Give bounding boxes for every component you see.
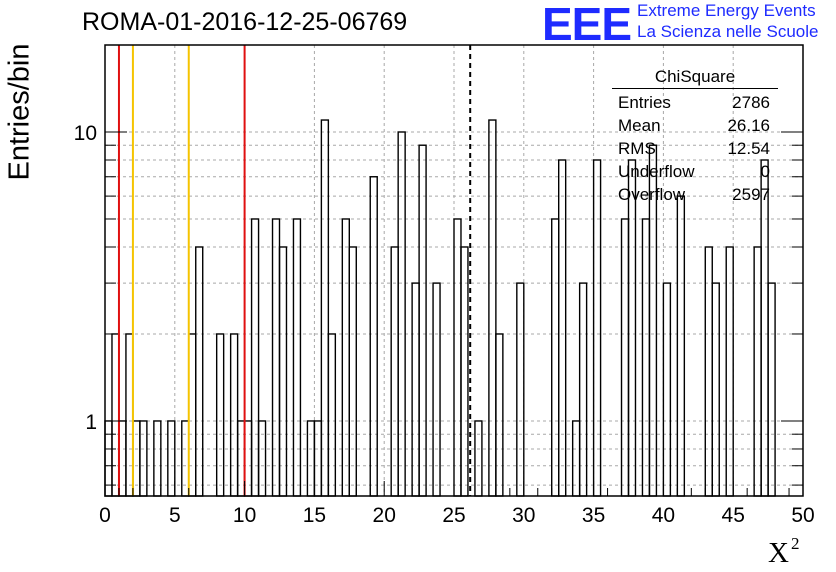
histogram-bin bbox=[725, 246, 734, 497]
histogram-bin bbox=[341, 218, 351, 497]
histogram-bin bbox=[620, 218, 630, 497]
histogram-bin bbox=[767, 282, 776, 497]
histogram-bin bbox=[704, 246, 713, 497]
eee-logo: EEE bbox=[542, 0, 632, 50]
histogram-bin bbox=[432, 282, 441, 497]
histogram-bin bbox=[516, 282, 525, 497]
histogram-bin bbox=[676, 195, 686, 497]
histogram-bin bbox=[125, 333, 134, 497]
x-tick-label: 30 bbox=[512, 504, 535, 527]
x-tick-label: 50 bbox=[791, 504, 814, 527]
histogram-bin bbox=[250, 218, 260, 497]
stats-label: Mean bbox=[618, 116, 661, 135]
x-tick-label: 45 bbox=[722, 504, 745, 527]
marker-lines bbox=[117, 45, 472, 496]
x-axis-label-sup: 2 bbox=[790, 534, 800, 553]
histogram-bin bbox=[397, 131, 406, 497]
stats-title: ChiSquare bbox=[654, 67, 736, 86]
stats-value: 26.16 bbox=[727, 116, 770, 135]
histogram-bin bbox=[327, 333, 337, 497]
chart-title: ROMA-01-2016-12-25-06769 bbox=[82, 8, 408, 36]
stats-row-underflow: Underflow 0 bbox=[612, 160, 778, 183]
stats-value: 0 bbox=[760, 162, 770, 181]
stats-row-mean: Mean 26.16 bbox=[612, 114, 778, 137]
stats-label: RMS bbox=[618, 139, 656, 158]
histogram-bin bbox=[453, 218, 462, 497]
histogram-bin bbox=[411, 282, 420, 497]
x-tick-label: 40 bbox=[652, 504, 675, 527]
histogram-bin bbox=[215, 333, 225, 497]
histogram-bin bbox=[460, 246, 469, 497]
histogram-bin bbox=[641, 218, 651, 497]
histogram-bin bbox=[753, 246, 762, 497]
histogram-bin bbox=[495, 333, 504, 497]
stats-value: 2597 bbox=[732, 185, 770, 204]
histogram-bin bbox=[271, 218, 281, 497]
histogram-bin bbox=[390, 246, 399, 497]
x-tick-label: 0 bbox=[99, 504, 111, 527]
histogram-bin bbox=[662, 282, 672, 497]
histogram-bin bbox=[711, 282, 720, 497]
histogram-bin bbox=[188, 333, 197, 497]
histogram-bin bbox=[369, 176, 378, 497]
histogram-bin bbox=[278, 246, 288, 497]
stats-row-overflow: Overflow 2597 bbox=[612, 183, 778, 206]
histogram-bin bbox=[418, 144, 427, 497]
histogram-bin bbox=[578, 282, 588, 497]
histogram-bin bbox=[348, 246, 357, 497]
histogram-bin bbox=[292, 218, 302, 497]
y-tick-label: 1 bbox=[85, 411, 97, 434]
histogram-bin bbox=[111, 333, 120, 497]
axis-ticks bbox=[104, 44, 804, 496]
x-tick-label: 15 bbox=[303, 504, 326, 527]
x-tick-label: 10 bbox=[233, 504, 256, 527]
stats-label: Entries bbox=[618, 93, 671, 112]
y-axis-label: Entries/bin bbox=[3, 43, 36, 181]
x-tick-label: 5 bbox=[169, 504, 181, 527]
histogram-bin bbox=[195, 246, 204, 497]
stats-value: 2786 bbox=[732, 93, 770, 112]
histogram-bin bbox=[592, 159, 602, 497]
histogram-bin bbox=[760, 159, 769, 497]
y-tick-label: 10 bbox=[74, 122, 97, 145]
stats-label: Overflow bbox=[618, 185, 686, 204]
tick-labels: 0 5 10 15 20 25 30 35 40 45 50 1 10 bbox=[74, 122, 815, 527]
histogram-bin bbox=[627, 159, 637, 497]
brand-line-1: Extreme Energy Events bbox=[637, 1, 816, 20]
histogram-bin bbox=[229, 333, 239, 497]
stats-separator bbox=[612, 88, 778, 89]
x-axis-label-base: X bbox=[768, 537, 789, 569]
histogram-bin bbox=[551, 218, 560, 497]
x-tick-label: 20 bbox=[373, 504, 396, 527]
stats-box: ChiSquare Entries 2786 Mean 26.16 RMS 12.54… bbox=[612, 66, 778, 206]
brand-line-2: La Scienza nelle Scuole bbox=[637, 22, 819, 41]
x-tick-label: 25 bbox=[442, 504, 465, 527]
stats-value: 12.54 bbox=[727, 139, 770, 158]
x-tick-label: 35 bbox=[582, 504, 605, 527]
histogram-bin bbox=[558, 159, 567, 497]
stats-row-rms: RMS 12.54 bbox=[612, 137, 778, 160]
stats-row-entries: Entries 2786 bbox=[612, 91, 778, 114]
stats-label: Underflow bbox=[618, 162, 695, 181]
